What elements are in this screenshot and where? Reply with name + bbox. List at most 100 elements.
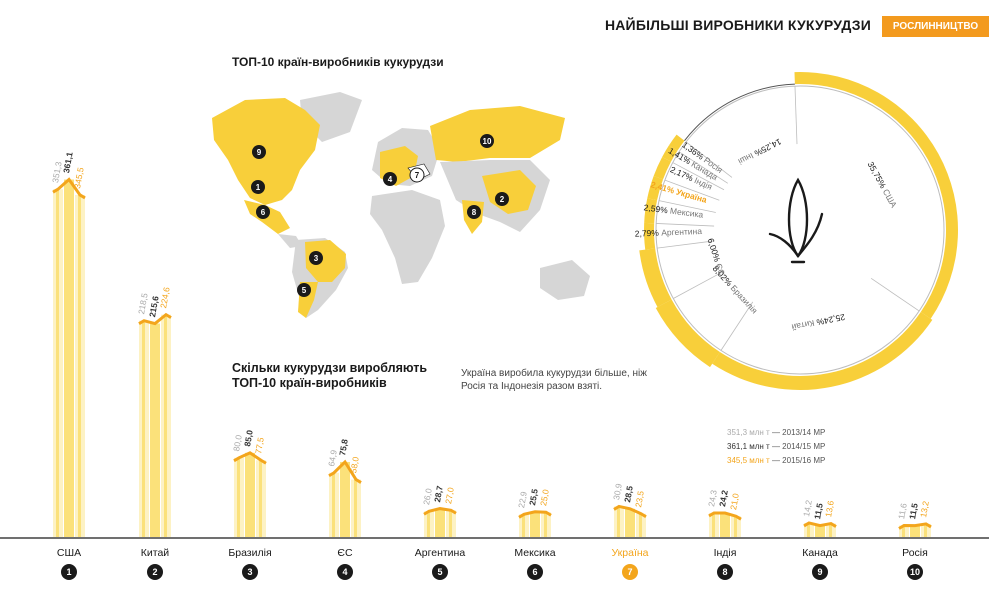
bar-group: 11,611,513,2	[896, 500, 932, 537]
ring-slice-value: 2,79%	[635, 228, 662, 239]
bar-highlight-stripe	[449, 510, 452, 537]
ring-slice-label: 14,25% Інші	[737, 137, 783, 167]
map-marker	[256, 205, 270, 219]
bar-value-label: 13,2	[918, 500, 931, 518]
bar-highlight-stripe	[723, 513, 726, 537]
map-marker	[383, 172, 397, 186]
bar-value-label: 345,5	[72, 166, 86, 189]
bar-highlight-stripe	[712, 512, 715, 537]
ring-segment	[639, 248, 672, 308]
bar-value-label: 11,5	[907, 502, 920, 520]
legend-period: — 2015/16 МР	[771, 456, 826, 465]
country-name: Китай	[140, 547, 170, 559]
country-rank-badge: 8	[717, 564, 733, 580]
ring-slice-name: ЄС	[714, 262, 727, 277]
country-rank-badge: 4	[337, 564, 353, 580]
bar-cap	[518, 510, 552, 519]
ring-divider	[672, 162, 725, 191]
map-china	[482, 170, 536, 214]
ring-slice-label: 2,79% Аргентина	[635, 226, 703, 239]
ring-segment	[712, 312, 933, 390]
category-badge: РОСЛИННИЦТВО	[882, 16, 989, 37]
bar-highlight-stripe	[913, 525, 916, 537]
bar-highlight-stripe	[56, 189, 59, 537]
ring-divider	[658, 200, 716, 213]
bar-value-label: 215,6	[147, 295, 161, 318]
country-name: Канада	[802, 547, 838, 559]
bar-value-label: 64,9	[326, 449, 339, 467]
bar-highlight-stripe	[628, 508, 631, 537]
bar-highlight-stripe	[343, 461, 346, 537]
bar-value-label: 224,6	[158, 286, 172, 309]
ring-segment	[669, 134, 685, 151]
ring-divider	[664, 179, 720, 201]
bar-highlight-stripe	[438, 508, 441, 537]
bar-group: 64,975,858,0	[326, 438, 362, 537]
bar-cap	[898, 522, 932, 530]
ring-segment	[794, 72, 959, 319]
ring-inner-outline	[655, 85, 945, 375]
bar-cap	[423, 507, 457, 516]
bar-highlight-stripe	[818, 525, 821, 537]
country-name: ЄС	[337, 547, 353, 559]
ring-slice-label: 2,59% Мексика	[643, 202, 704, 219]
ring-slice-name: Інші	[737, 151, 756, 167]
comparison-note: Україна виробила кукурудзи більше, ніж Р…	[461, 368, 647, 392]
bar-value-label: 77,5	[253, 436, 266, 454]
ring-segment	[644, 198, 658, 224]
bar-value-label: 28,7	[432, 485, 445, 503]
bar-cap	[328, 459, 362, 484]
map-marker	[467, 205, 481, 219]
bar-highlight-stripe	[427, 511, 430, 537]
bar-value-label: 23,5	[633, 490, 646, 508]
ring-divider	[657, 240, 715, 249]
bar-highlight-stripe	[259, 460, 262, 537]
corn-icon	[768, 177, 824, 264]
bar-value-label: 24,3	[706, 489, 719, 507]
bar-highlight-stripe	[248, 452, 251, 537]
bar-highlight-stripe	[544, 512, 547, 537]
bar-highlight-stripe	[78, 194, 81, 537]
bar-group: 30,928,523,5	[611, 482, 647, 537]
bar-value-label: 75,8	[337, 438, 350, 456]
bar-value-label: 25,5	[527, 488, 540, 506]
bar-cap	[708, 511, 742, 521]
bar-highlight-stripe	[829, 523, 832, 537]
bar-highlight-stripe	[354, 479, 357, 537]
country-name: Росія	[902, 547, 928, 559]
map-marker	[309, 251, 323, 265]
map-marker-label: 5	[302, 286, 307, 295]
bar-highlight-stripe	[533, 511, 536, 537]
country-rank-badge: 3	[242, 564, 258, 580]
ring-slice-value: 14,25%	[751, 137, 783, 160]
country-rank-badge: 7	[622, 564, 638, 580]
legend-value: 361,1 млн т	[727, 442, 770, 451]
bar-highlight-stripe	[237, 457, 240, 537]
bar-value-label: 24,2	[717, 489, 730, 507]
bar-highlight-stripe	[153, 323, 156, 537]
legend-period: — 2014/15 МР	[771, 442, 826, 451]
production-bar-chart: 351,3361,1345,5218,5215,6224,680,085,077…	[50, 151, 932, 538]
bars-title-line1: Скільки кукурудзи виробляють	[232, 361, 428, 375]
ring-slice-label: 35,75% США	[866, 160, 899, 210]
map-africa	[370, 190, 445, 284]
ring-segment	[655, 299, 720, 368]
bar-value-label: 30,9	[611, 482, 624, 500]
country-name: Індія	[713, 547, 737, 559]
map-marker-label: 2	[500, 195, 505, 204]
bar-cap	[138, 312, 172, 326]
ring-segment	[684, 83, 795, 142]
bar-value-label: 28,5	[622, 485, 635, 503]
legend-item: 351,3 млн т — 2013/14 МР	[727, 428, 825, 437]
country-name: Мексика	[514, 547, 556, 559]
ring-segment	[647, 175, 664, 201]
country-name: Україна	[611, 547, 649, 559]
bar-value-label: 21,0	[728, 492, 741, 510]
map-marker	[495, 192, 509, 206]
bar-cap	[233, 451, 267, 465]
ring-slice-value: 6,00%	[706, 237, 724, 265]
country-rank-badge: 9	[812, 564, 828, 580]
bar-group: 14,211,513,6	[801, 499, 837, 537]
ring-slice-label: 25,24% Китай	[791, 312, 846, 332]
